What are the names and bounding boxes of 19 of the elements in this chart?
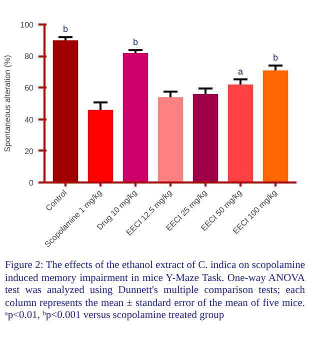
- caption: Figure 2: The effects of the ethanol extract of C. indica on scopolamine induced memory impairment in mice Y-Maze Task. One-way ANOVA test was analyzed using Dunnett's multiple comparison tests; each column represents the mean ± standard error of the mean of five mice. ᵃp<0.01, ᵇp<0.001 versus scopolamine treated group: [5, 260, 305, 323]
- y-tick-label: 20: [24, 146, 34, 156]
- bar: [192, 94, 218, 182]
- y-tick-label: 60: [24, 84, 34, 93]
- y-axis-title: Spontaneous alteration (%): [3, 54, 12, 152]
- bar: [88, 110, 114, 182]
- annotation: b: [132, 37, 138, 48]
- y-tick-label: 40: [24, 115, 34, 124]
- bar: [262, 70, 288, 182]
- annotation: b: [272, 52, 278, 63]
- y-tick-label: 100: [20, 20, 34, 30]
- bar: [158, 97, 184, 182]
- bar: [52, 40, 78, 182]
- annotation: b: [62, 24, 68, 34]
- y-tick-label: 80: [24, 52, 34, 62]
- bar: [122, 52, 148, 182]
- bar: [228, 84, 254, 182]
- y-tick-label: 0: [29, 178, 34, 188]
- annotation: a: [238, 66, 244, 76]
